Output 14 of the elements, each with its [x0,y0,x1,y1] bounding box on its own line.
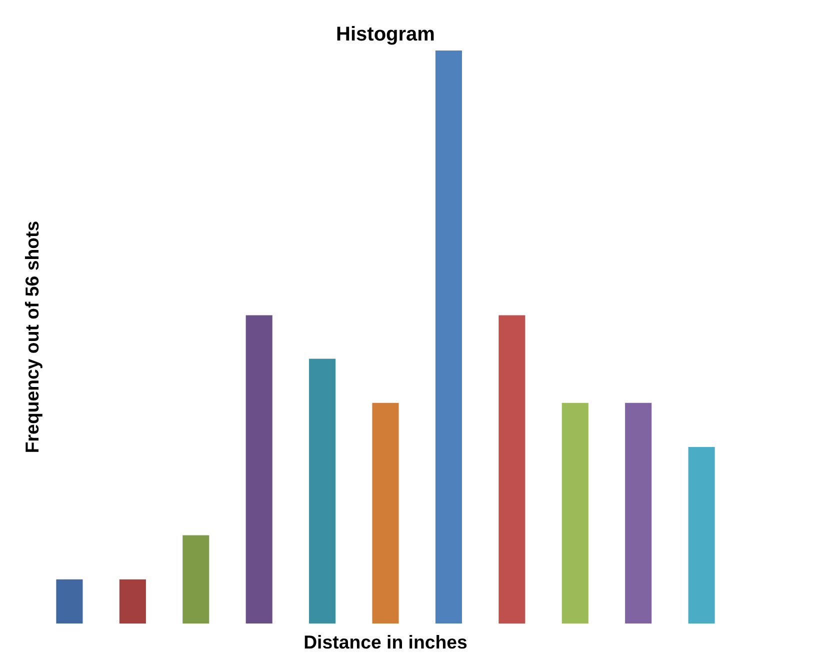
bar [309,358,336,624]
bar [562,402,588,624]
x-axis-title: Distance in inches [304,632,468,652]
bar [119,579,146,624]
bar [246,315,272,624]
bar [498,315,526,624]
bar [56,579,83,624]
bar [625,402,652,624]
bar [182,535,210,624]
bar [372,402,399,624]
bar [435,50,462,624]
chart-title: Histogram [336,24,435,46]
bar [688,447,715,624]
y-axis-title: Frequency out of 56 shots [22,220,42,454]
